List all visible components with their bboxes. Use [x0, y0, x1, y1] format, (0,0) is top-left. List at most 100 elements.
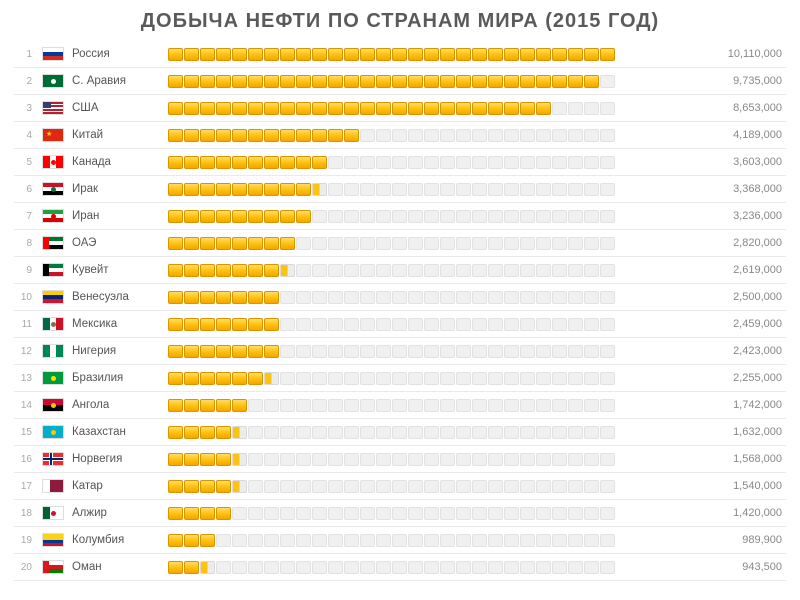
- country-label: Иран: [72, 210, 162, 222]
- flag-icon: [42, 317, 64, 331]
- bar-segment: [200, 453, 215, 466]
- bar-segment: [168, 129, 183, 142]
- bar-segment: [216, 318, 231, 331]
- bar-segment: [392, 183, 407, 196]
- table-row: 7 Иран 3,236,000: [14, 203, 786, 230]
- bar-segment: [424, 372, 439, 385]
- bar-segment: [504, 345, 519, 358]
- bar-segment: [376, 399, 391, 412]
- bar-segment: [424, 534, 439, 547]
- bar-segment: [568, 561, 583, 574]
- bar-segment: [328, 264, 343, 277]
- bar-segment: [328, 156, 343, 169]
- bar-segment: [280, 507, 295, 520]
- bar-segment: [280, 75, 295, 88]
- bar-segment: [520, 129, 535, 142]
- bar-segment: [312, 210, 327, 223]
- bar-segment: [328, 453, 343, 466]
- bar-segment: [360, 318, 375, 331]
- bar-segment: [392, 426, 407, 439]
- bar-segment: [296, 345, 311, 358]
- bar-segment: [328, 183, 343, 196]
- bar-segment: [584, 183, 599, 196]
- bar-segment: [248, 156, 263, 169]
- value-label: 1,632,000: [704, 426, 786, 438]
- bar-segment: [408, 372, 423, 385]
- bar-segment: [184, 345, 199, 358]
- bar-segment: [600, 48, 615, 61]
- bar-segment: [456, 237, 471, 250]
- bar-segment: [248, 291, 263, 304]
- value-label: 1,540,000: [704, 480, 786, 492]
- bar-segment: [472, 507, 487, 520]
- bar-segment: [264, 183, 279, 196]
- bar-segment: [568, 129, 583, 142]
- bar-segment: [376, 48, 391, 61]
- bar-segment: [248, 453, 263, 466]
- bar-segment: [584, 426, 599, 439]
- bar-segment: [568, 291, 583, 304]
- bar-segment: [552, 453, 567, 466]
- bar-segment: [344, 453, 359, 466]
- country-label: Россия: [72, 48, 162, 60]
- bar-segment: [360, 75, 375, 88]
- bar-segment: [552, 291, 567, 304]
- bar-segment: [456, 507, 471, 520]
- bar-segment: [552, 183, 567, 196]
- bar-segment: [344, 264, 359, 277]
- bar-segment: [344, 345, 359, 358]
- bar-segment: [248, 264, 263, 277]
- bar-segment: [248, 507, 263, 520]
- bar-segment: [552, 345, 567, 358]
- bar-segment: [568, 534, 583, 547]
- bar-segment: [536, 129, 551, 142]
- bar-segment: [600, 345, 615, 358]
- bar-segment: [408, 102, 423, 115]
- value-label: 943,500: [704, 561, 786, 573]
- bar-segment: [296, 426, 311, 439]
- bar-segment: [216, 129, 231, 142]
- bar-segment: [552, 534, 567, 547]
- bar-segment: [216, 507, 231, 520]
- bar-segment: [504, 480, 519, 493]
- bar-segment: [328, 210, 343, 223]
- bar-segment: [312, 399, 327, 412]
- bar-segment: [520, 534, 535, 547]
- bar-segment: [248, 129, 263, 142]
- bar-segment: [312, 534, 327, 547]
- bar-segment: [568, 210, 583, 223]
- bar-segment: [264, 507, 279, 520]
- bar-segment: [280, 426, 295, 439]
- value-label: 3,236,000: [704, 210, 786, 222]
- bar-segment: [232, 237, 247, 250]
- bar-segment: [312, 75, 327, 88]
- value-label: 3,368,000: [704, 183, 786, 195]
- bar-segment: [440, 237, 455, 250]
- bar-segment: [472, 480, 487, 493]
- bar-segment: [264, 48, 279, 61]
- bar-segment: [440, 183, 455, 196]
- bar-segment: [472, 237, 487, 250]
- bar-segment: [232, 507, 247, 520]
- bar-segment: [264, 426, 279, 439]
- bar-segment: [264, 480, 279, 493]
- bar-segment: [216, 372, 231, 385]
- flag-icon: [42, 344, 64, 358]
- bar-segment: [184, 102, 199, 115]
- bar-segment: [568, 237, 583, 250]
- bar-segment: [584, 345, 599, 358]
- bar-segment: [344, 210, 359, 223]
- bar-segment: [488, 453, 503, 466]
- table-row: 1 Россия 10,110,000: [14, 41, 786, 68]
- bar-segment: [232, 291, 247, 304]
- rank-label: 14: [14, 400, 38, 411]
- bar-segment: [344, 75, 359, 88]
- bar-segment: [280, 48, 295, 61]
- bar-segment: [232, 48, 247, 61]
- bar-segment: [504, 102, 519, 115]
- bar-segment: [280, 291, 295, 304]
- bar-segment: [456, 372, 471, 385]
- bar-segment: [424, 48, 439, 61]
- bar-segment: [296, 75, 311, 88]
- bar-segment: [408, 480, 423, 493]
